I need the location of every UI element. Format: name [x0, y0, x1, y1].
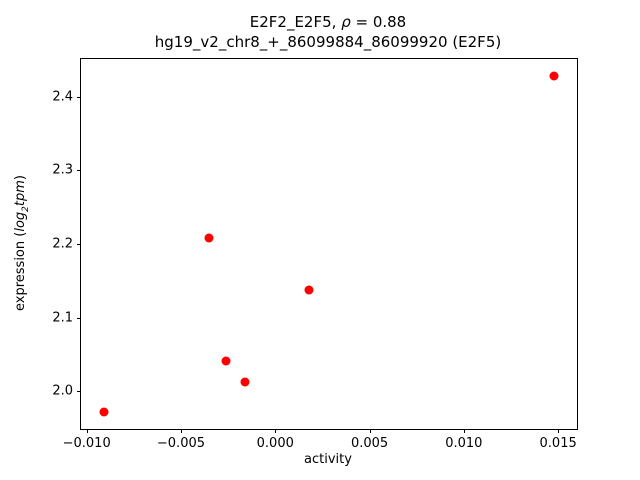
x-tick-mark: [275, 429, 277, 433]
rho-symbol: ρ: [341, 13, 351, 31]
data-point: [549, 71, 559, 81]
y-tick-label: 2.4: [52, 89, 73, 105]
data-point: [204, 233, 214, 243]
y-tick-mark: [77, 96, 81, 98]
data-point: [221, 356, 231, 366]
x-tick-mark: [463, 429, 465, 433]
data-point: [99, 407, 109, 417]
x-tick-mark: [558, 429, 560, 433]
data-point: [240, 377, 250, 387]
y-axis-label: expression (log2tpm): [13, 175, 31, 311]
y-tick-label: 2.2: [52, 236, 73, 252]
y-tick-label: 2.3: [52, 162, 73, 178]
x-tick-label: 0.000: [256, 436, 294, 451]
x-tick-mark: [369, 429, 371, 433]
y-tick-mark: [77, 244, 81, 245]
x-tick-mark: [86, 429, 88, 433]
x-axis-label: activity: [304, 452, 352, 467]
y-tick-label: 2.0: [52, 383, 73, 399]
x-tick-label: 0.015: [539, 436, 577, 451]
y-tick-mark: [77, 170, 81, 172]
x-tick-label: −0.005: [156, 436, 206, 451]
chart-title-line1: E2F2_E2F5, ρ = 0.88: [249, 13, 407, 31]
chart-title-line2: hg19_v2_chr8_+_86099884_86099920 (E2F5): [154, 33, 502, 51]
data-point: [304, 285, 314, 295]
x-tick-mark: [180, 429, 182, 433]
x-tick-label: −0.010: [62, 436, 111, 451]
y-tick-label: 2.1: [52, 310, 73, 326]
plot-area: −0.010 −0.005 0.000 0.005 0.010 0.015 2.0 2.1 2.…: [52, 58, 578, 451]
x-tick-label: 0.005: [350, 436, 389, 451]
chart-title: E2F2_E2F5, ρ = 0.88 hg19_v2_chr8_+_86099…: [80, 12, 576, 52]
x-tick-label: 0.010: [445, 436, 483, 451]
y-tick-mark: [77, 391, 81, 393]
y-tick-mark: [77, 317, 81, 319]
